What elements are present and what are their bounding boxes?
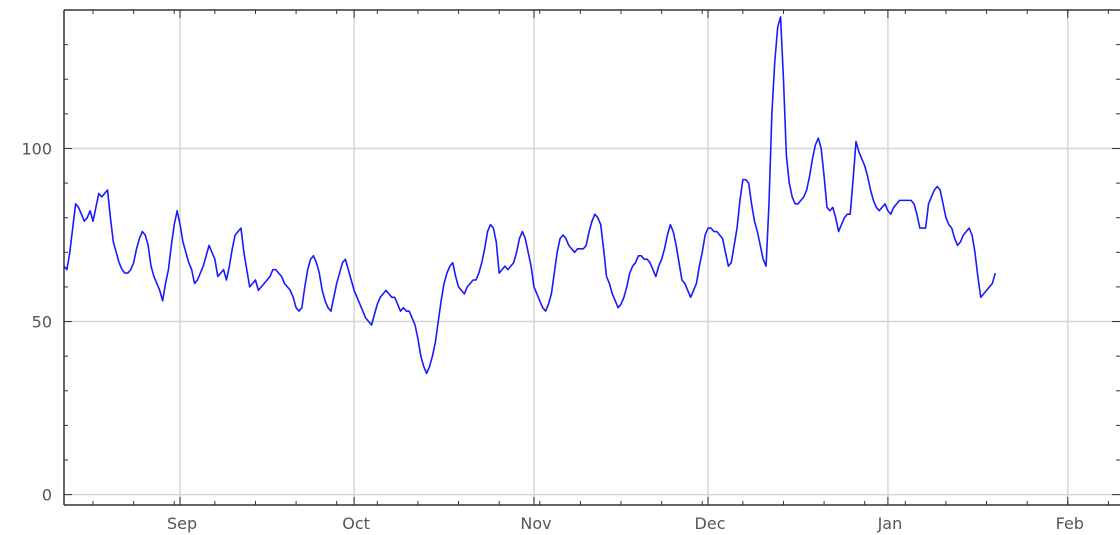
x-tick-label-oct: Oct	[342, 514, 370, 533]
x-tick-label-sep: Sep	[167, 514, 197, 533]
grid-layer	[64, 10, 1120, 505]
y-tick-label-100: 100	[21, 139, 52, 158]
x-tick-label-nov: Nov	[520, 514, 551, 533]
series-line-0	[64, 16, 997, 375]
x-tick-label-jan: Jan	[877, 514, 903, 533]
series-layer	[64, 16, 997, 375]
y-tick-label-0: 0	[42, 486, 52, 505]
y-tick-label-50: 50	[32, 313, 52, 332]
axes-layer	[63, 9, 1120, 506]
x-tick-label-dec: Dec	[695, 514, 726, 533]
x-tick-label-feb: Feb	[1056, 514, 1084, 533]
label-layer: 0 50 100 Sep Oct Nov Dec Jan Feb	[21, 139, 1083, 533]
